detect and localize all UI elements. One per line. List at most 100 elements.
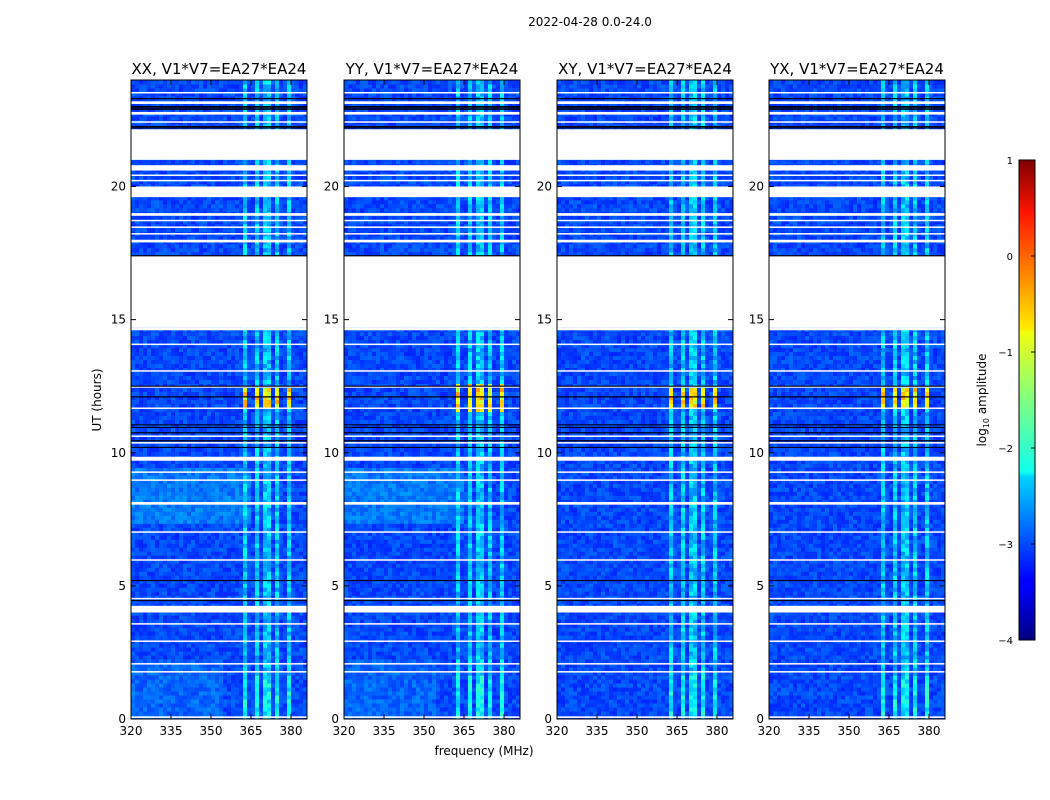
heatmap-cell (135, 699, 140, 703)
heatmap-cell (267, 587, 272, 591)
heatmap-cell (279, 655, 284, 659)
heatmap-cell (243, 707, 248, 711)
heatmap-cell (283, 591, 288, 595)
heatmap-cell (239, 579, 244, 583)
heatmap-cell (207, 691, 212, 695)
heatmap-cell (135, 683, 140, 687)
heatmap-cell (255, 691, 260, 695)
heatmap-cell (291, 683, 296, 687)
heatmap-cell (143, 599, 148, 603)
heatmap-cell (199, 571, 204, 575)
heatmap-cell (191, 675, 196, 679)
heatmap-cell (155, 563, 160, 567)
heatmap-cell (299, 667, 304, 671)
heatmap-cell (131, 631, 136, 635)
heatmap-cell (219, 563, 224, 567)
heatmap-cell (255, 703, 260, 707)
heatmap-cell (235, 695, 240, 699)
heatmap-cell (143, 635, 148, 639)
heatmap-cell (183, 675, 188, 679)
heatmap-cell (147, 667, 152, 671)
heatmap-cell (163, 567, 168, 571)
heatmap-cell (291, 687, 296, 691)
heatmap-cell (147, 567, 152, 571)
heatmap-cell (223, 591, 228, 595)
heatmap-cell (191, 659, 196, 663)
heatmap-cell (235, 615, 240, 619)
heatmap-cell (131, 711, 136, 715)
heatmap-cell (279, 711, 284, 715)
heatmap-cell (279, 579, 284, 583)
heatmap-cell (203, 695, 208, 699)
heatmap-cell (167, 703, 172, 707)
heatmap-cell (267, 691, 272, 695)
heatmap-cell (267, 615, 272, 619)
heatmap-cell (167, 579, 172, 583)
heatmap-cell (267, 643, 272, 647)
heatmap-cell (295, 699, 300, 703)
heatmap-cell (175, 659, 180, 663)
heatmap-cell (195, 699, 200, 703)
heatmap-cell (227, 591, 232, 595)
heatmap-cell (151, 571, 156, 575)
heatmap-cell (179, 711, 184, 715)
heatmap-cell (215, 691, 220, 695)
heatmap-cell (151, 687, 156, 691)
heatmap-cell (223, 599, 228, 603)
heatmap-cell (271, 683, 276, 687)
heatmap-cell (163, 571, 168, 575)
heatmap-cell (235, 643, 240, 647)
heatmap-cell (271, 711, 276, 715)
heatmap-cell (179, 651, 184, 655)
heatmap-cell (227, 627, 232, 631)
heatmap-cell (171, 679, 176, 683)
heatmap-cell (135, 643, 140, 647)
heatmap-cell (299, 687, 304, 691)
heatmap-cell (259, 591, 264, 595)
heatmap-cell (235, 619, 240, 623)
heatmap-cell (247, 707, 252, 711)
heatmap-cell (199, 707, 204, 711)
heatmap-cell (215, 703, 220, 707)
heatmap-cell (163, 651, 168, 655)
heatmap-cell (179, 695, 184, 699)
heatmap-cell (131, 635, 136, 639)
heatmap-cell (183, 643, 188, 647)
heatmap-cell (251, 691, 256, 695)
heatmap-cell (183, 691, 188, 695)
heatmap-cell (267, 651, 272, 655)
heatmap-cell (251, 707, 256, 711)
heatmap-cell (223, 699, 228, 703)
heatmap-cell (263, 647, 268, 651)
heatmap-cell (151, 695, 156, 699)
heatmap-cell (227, 707, 232, 711)
heatmap-cell (155, 599, 160, 603)
heatmap-cell (143, 687, 148, 691)
heatmap-cell (187, 647, 192, 651)
heatmap-cell (255, 563, 260, 567)
heatmap-cell (207, 679, 212, 683)
heatmap-cell (275, 575, 280, 579)
heatmap-cell (155, 583, 160, 587)
heatmap-cell (167, 655, 172, 659)
heatmap-cell (287, 583, 292, 587)
heatmap-cell (219, 619, 224, 623)
heatmap-cell (279, 631, 284, 635)
heatmap-cell (299, 631, 304, 635)
heatmap-cell (211, 703, 216, 707)
heatmap-cell (155, 631, 160, 635)
heatmap-cell (251, 583, 256, 587)
heatmap-cell (163, 635, 168, 639)
heatmap-cell (155, 571, 160, 575)
heatmap-cell (131, 655, 136, 659)
heatmap-cell (187, 631, 192, 635)
heatmap-cell (291, 651, 296, 655)
heatmap-cell (163, 579, 168, 583)
heatmap-cell (195, 683, 200, 687)
heatmap-cell (219, 707, 224, 711)
heatmap-cell (291, 567, 296, 571)
heatmap-cell (139, 575, 144, 579)
heatmap-cell (159, 575, 164, 579)
heatmap-cell (267, 655, 272, 659)
heatmap-cell (263, 635, 268, 639)
